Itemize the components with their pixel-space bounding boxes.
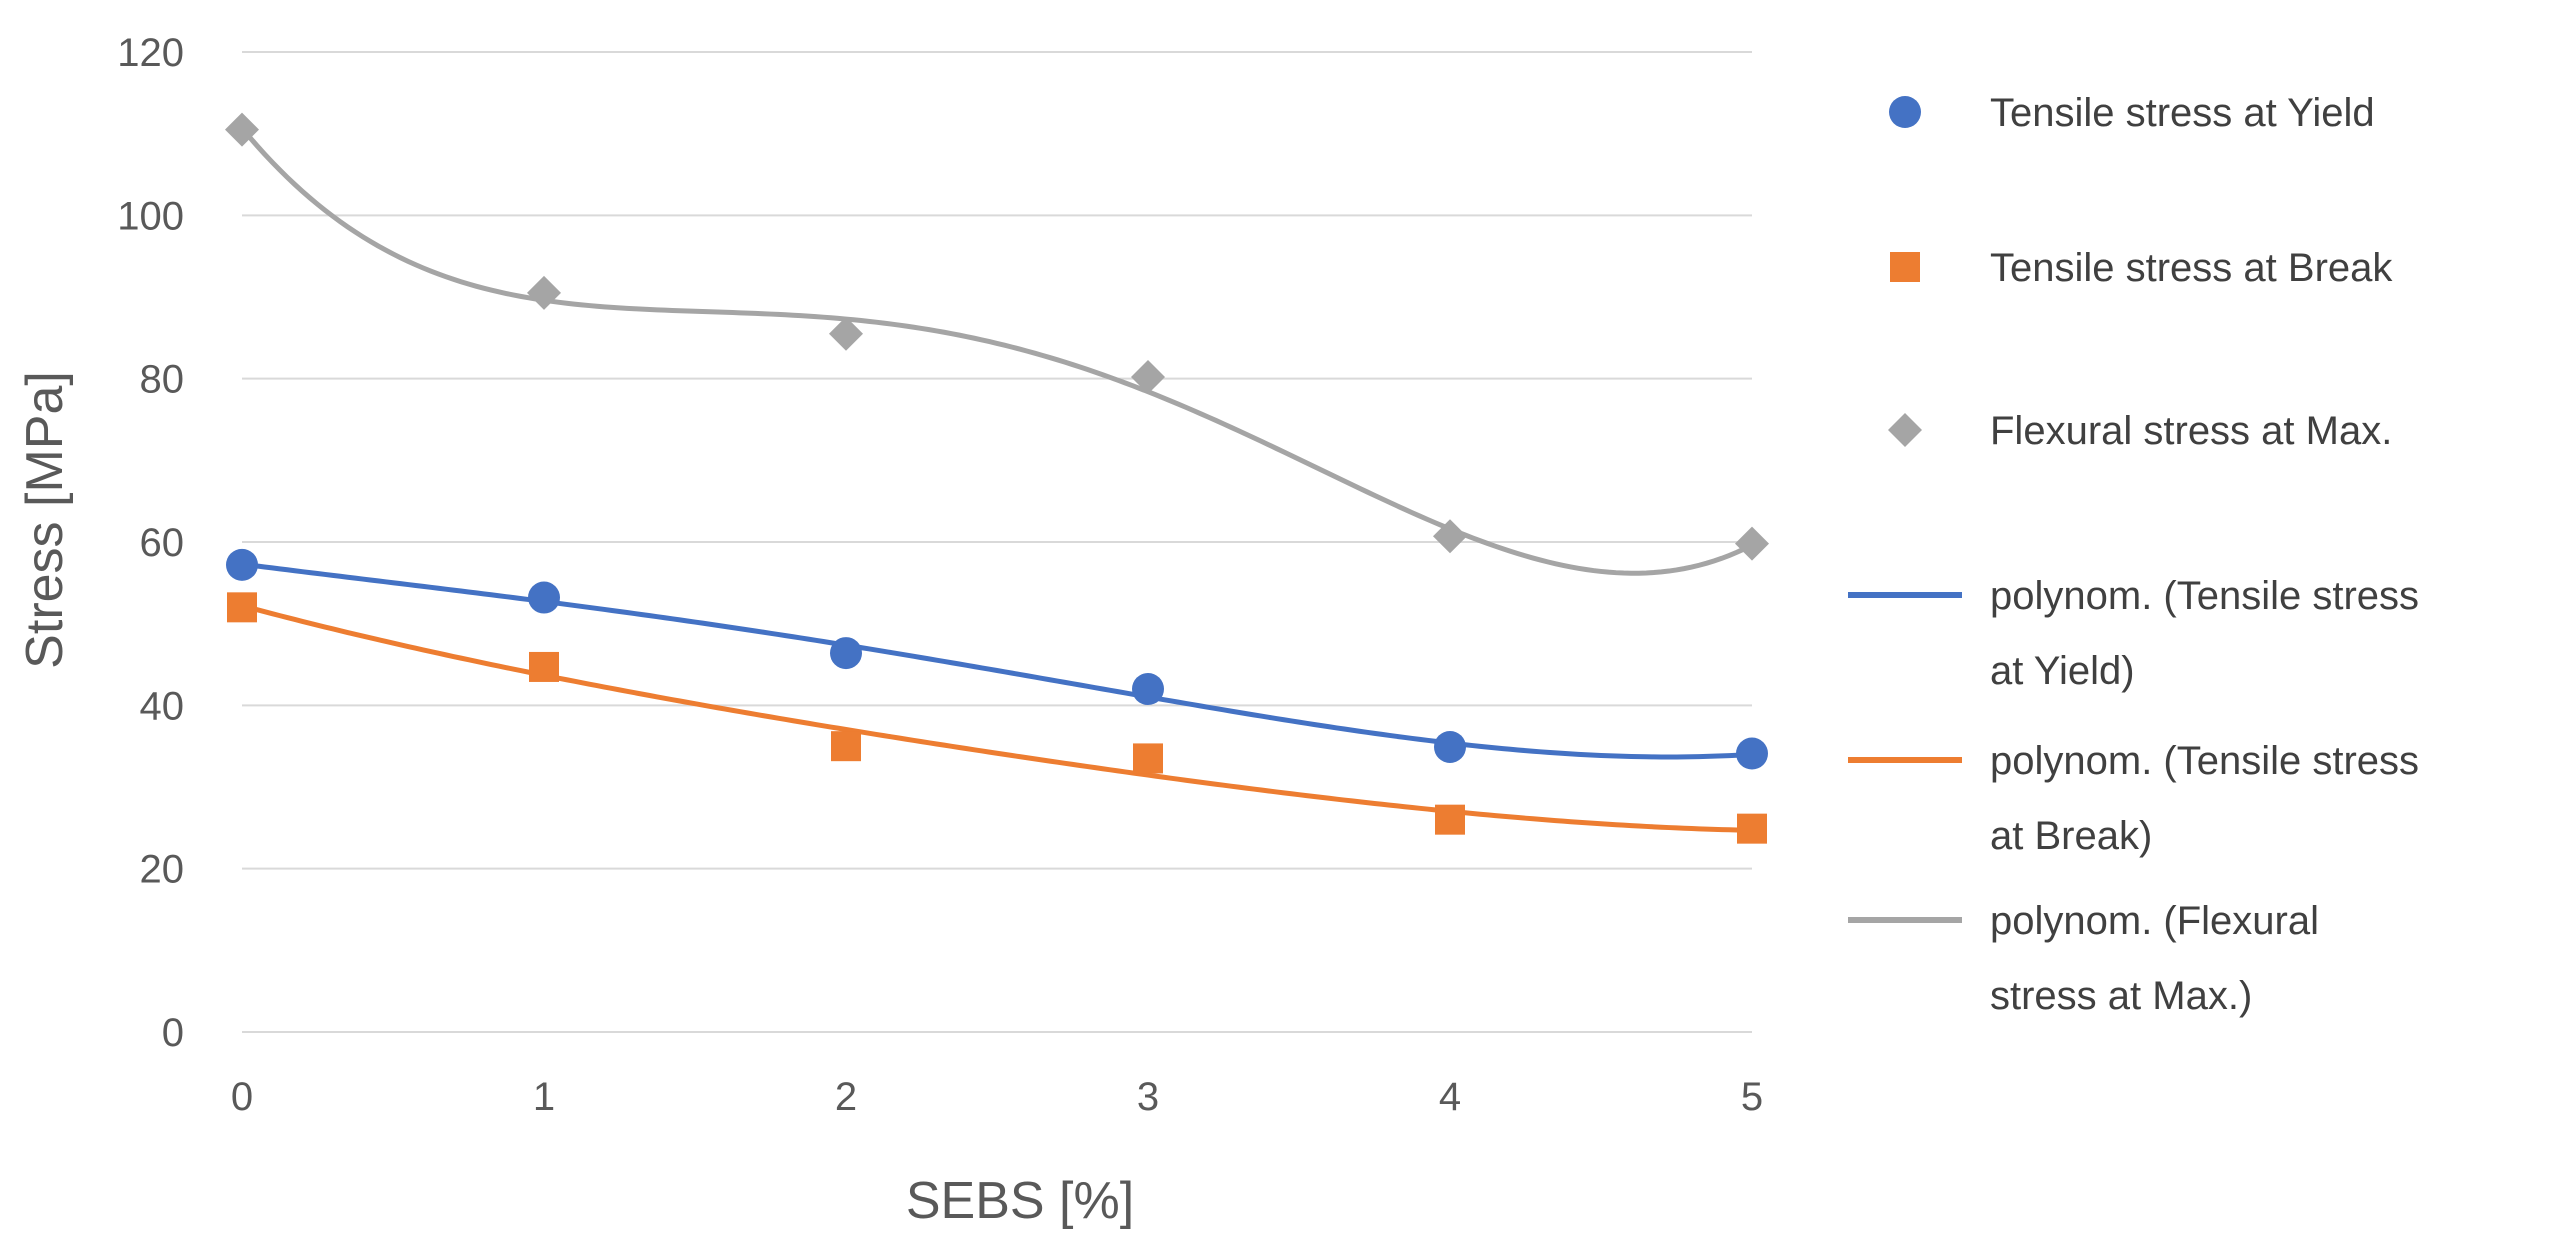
x-axis-ticks: 0 1 2 3 4 5	[231, 1075, 1763, 1119]
y-axis-ticks: 0 20 40 60 80 100 120	[117, 31, 184, 1055]
x-tick-label: 4	[1439, 1075, 1461, 1119]
y-tick-label: 0	[162, 1011, 184, 1055]
data-point-series-0	[528, 581, 560, 614]
y-axis-title: Stress [MPa]	[16, 371, 74, 669]
x-tick-label: 2	[835, 1075, 857, 1119]
gridlines	[242, 51, 1752, 1033]
data-point-series-2	[527, 275, 561, 310]
data-point-series-1	[831, 731, 861, 762]
data-point-series-1	[1737, 813, 1767, 844]
legend-marker-0	[1889, 96, 1921, 128]
legend-marker-1	[1890, 252, 1920, 282]
data-point-series-0	[1434, 730, 1466, 763]
data-point-series-0	[1736, 737, 1768, 770]
y-tick-label: 40	[140, 684, 185, 728]
y-tick-label: 20	[140, 848, 185, 892]
data-point-series-2	[829, 316, 863, 351]
legend-label-2: Flexural stress at Max.	[1990, 409, 2392, 453]
x-tick-label: 0	[231, 1075, 253, 1119]
trendlines	[239, 125, 1755, 833]
legend-trendline-label-0: at Yield)	[1990, 649, 2135, 693]
x-axis-title: SEBS [%]	[906, 1172, 1134, 1230]
data-point-series-2	[1131, 360, 1165, 395]
legend: Tensile stress at Yield Tensile stress at…	[1848, 91, 2419, 1018]
legend-trendline-label-1: polynom. (Tensile stress	[1990, 739, 2419, 783]
y-tick-label: 100	[117, 194, 184, 238]
data-point-series-1	[227, 592, 257, 623]
trendline-series-0	[239, 561, 1755, 760]
legend-trendline-label-1: at Break)	[1990, 814, 2152, 858]
x-tick-label: 1	[533, 1075, 555, 1119]
data-point-series-1	[1133, 743, 1163, 774]
data-point-series-0	[226, 548, 258, 581]
x-tick-label: 3	[1137, 1075, 1159, 1119]
y-tick-label: 80	[140, 358, 185, 402]
data-point-series-2	[1433, 519, 1467, 554]
trendline-series-2	[239, 125, 1755, 576]
data-point-series-1	[529, 651, 559, 682]
data-point-series-1	[1435, 804, 1465, 835]
data-point-series-2	[225, 112, 259, 147]
data-point-series-0	[830, 637, 862, 670]
y-tick-label: 60	[140, 521, 185, 565]
legend-marker-2	[1888, 413, 1922, 447]
x-tick-label: 5	[1741, 1075, 1763, 1119]
legend-trendline-label-0: polynom. (Tensile stress	[1990, 574, 2419, 618]
legend-trendline-label-2: polynom. (Flexural	[1990, 899, 2319, 943]
legend-label-1: Tensile stress at Break	[1990, 246, 2393, 290]
legend-label-0: Tensile stress at Yield	[1990, 91, 2375, 135]
legend-trendline-label-2: stress at Max.)	[1990, 974, 2252, 1018]
data-markers	[225, 112, 1769, 844]
data-point-series-2	[1735, 526, 1769, 561]
y-tick-label: 120	[117, 31, 184, 75]
data-point-series-0	[1132, 673, 1164, 705]
trendline-series-1	[239, 603, 1755, 833]
